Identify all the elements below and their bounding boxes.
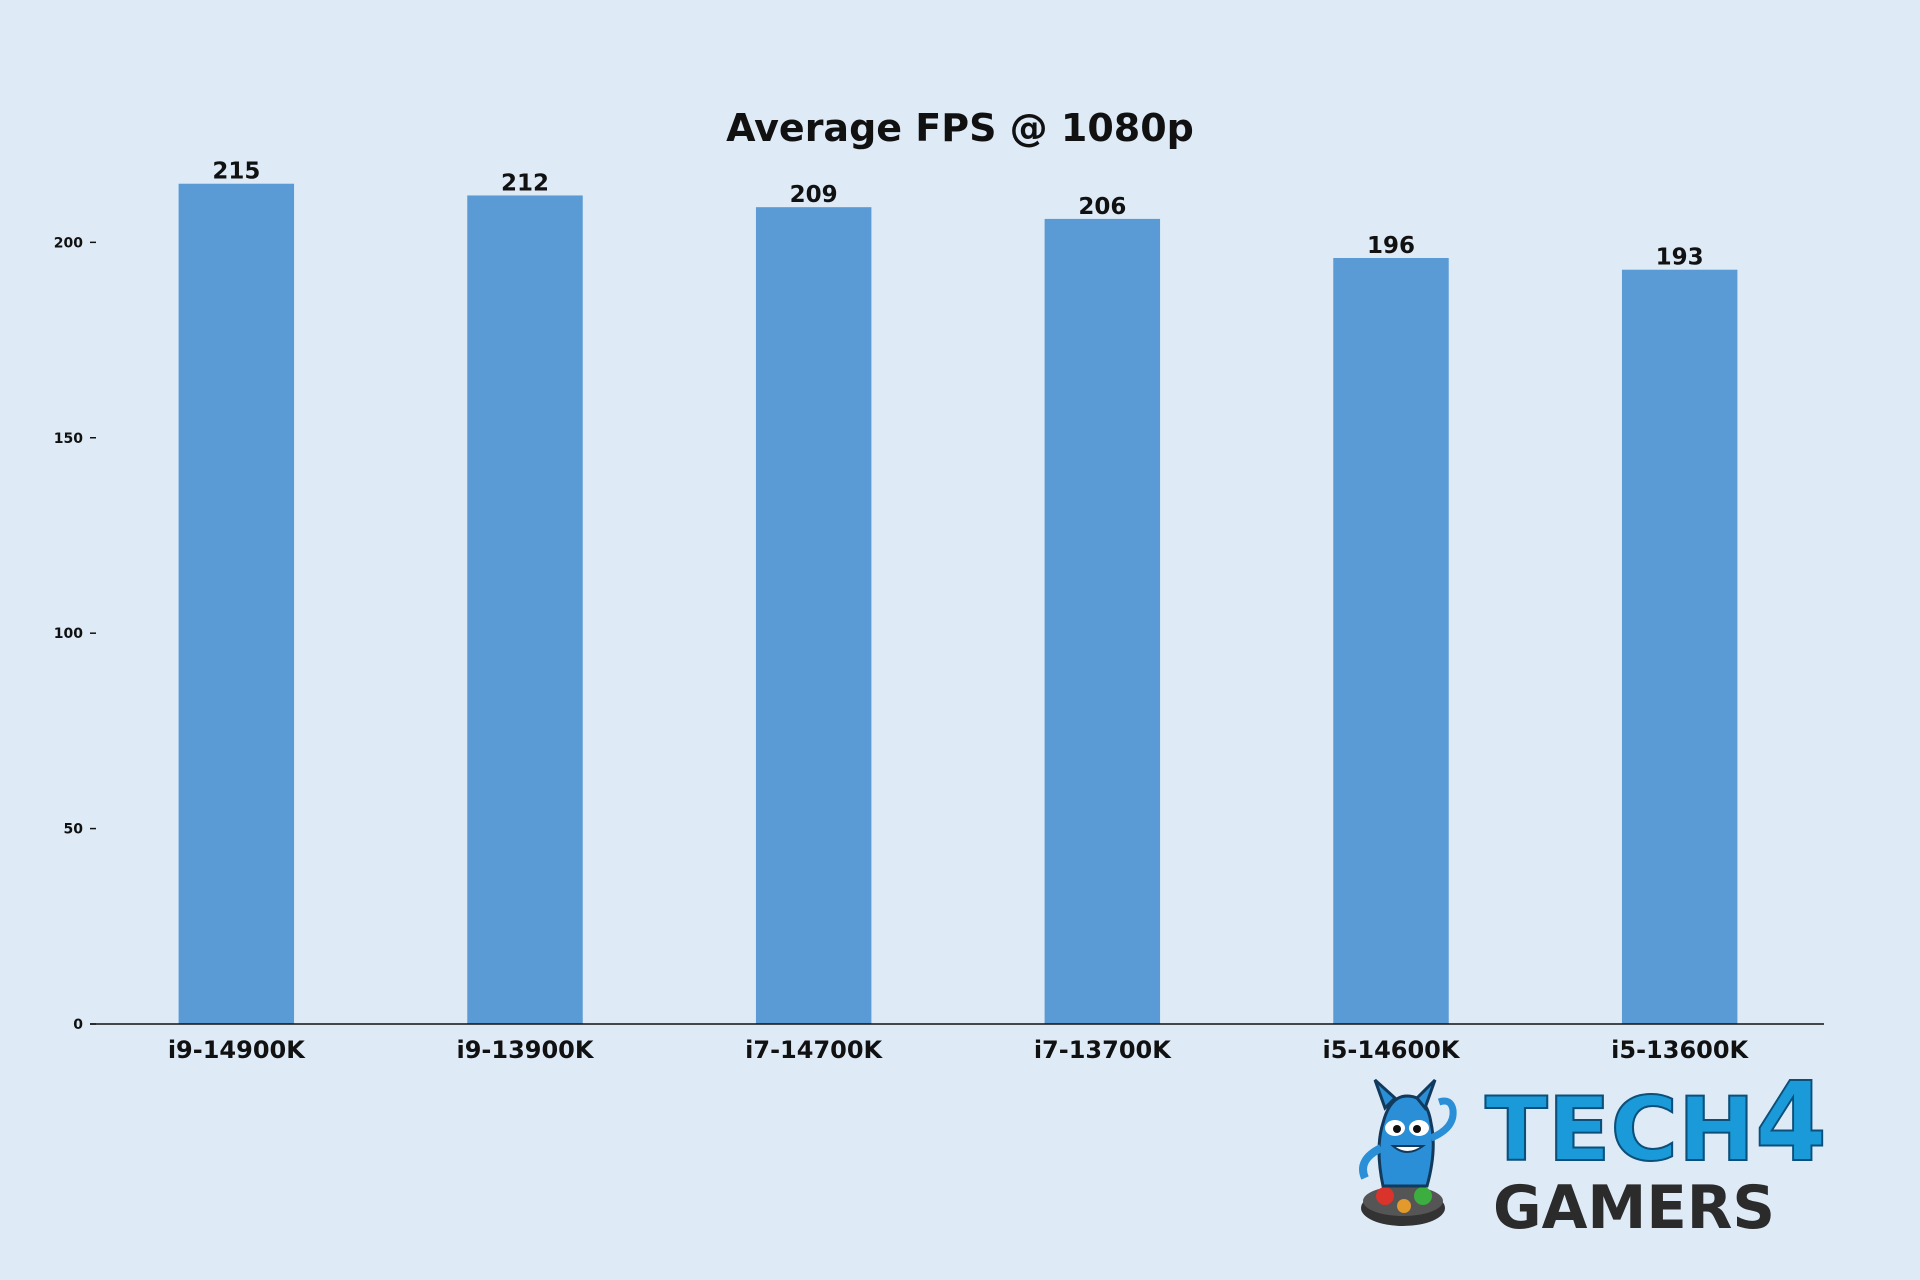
data-label: 206	[1078, 194, 1126, 220]
y-tick-label: 0	[73, 1017, 83, 1033]
y-axis: 0 50 100 150 200	[54, 235, 96, 1033]
y-tick-label: 150	[54, 431, 83, 447]
chart-title: Average FPS @ 1080p	[726, 106, 1194, 150]
logo-text-tech: TECH	[1485, 1078, 1755, 1181]
y-tick-label: 200	[54, 235, 83, 251]
logo-text-4: 4	[1755, 1068, 1827, 1186]
data-label: 212	[501, 170, 549, 196]
data-label: 196	[1367, 233, 1415, 259]
bar	[178, 183, 295, 1024]
tech4gamers-logo: TECH 4 GAMERS	[1359, 1068, 1828, 1238]
x-tick-label: i5-14600K	[1323, 1036, 1461, 1064]
y-tick-label: 50	[64, 822, 84, 838]
bar	[1621, 269, 1738, 1024]
x-tick-label: i5-13600K	[1611, 1036, 1749, 1064]
bar	[1333, 257, 1449, 1024]
bar	[1044, 218, 1161, 1025]
x-tick-label: i9-13900K	[457, 1036, 595, 1064]
x-axis: i9-14900K i9-13900K i7-14700K i7-13700K i5-1…	[90, 1023, 1824, 1064]
x-tick-label: i7-14700K	[745, 1036, 883, 1064]
bar	[467, 195, 583, 1025]
x-tick-label: i9-14900K	[168, 1036, 306, 1064]
logo-text-gamers: GAMERS	[1493, 1173, 1775, 1238]
mascot-icon	[1359, 1078, 1457, 1226]
x-tick-label: i7-13700K	[1034, 1036, 1172, 1064]
y-tick-label: 100	[54, 626, 83, 642]
data-label: 193	[1656, 245, 1704, 271]
bar	[755, 207, 872, 1024]
data-label: 209	[790, 182, 838, 208]
data-label: 215	[212, 159, 260, 185]
bars: 215 212 209 206 196 193	[178, 159, 1738, 1025]
